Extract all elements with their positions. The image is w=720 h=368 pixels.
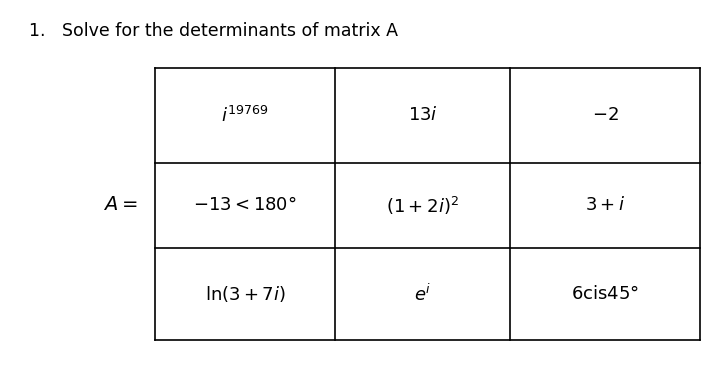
Text: $-2$: $-2$ — [592, 106, 618, 124]
Text: $\ln(3+7i)$: $\ln(3+7i)$ — [204, 284, 285, 304]
Text: $-13 < 180°$: $-13 < 180°$ — [193, 197, 297, 215]
Text: $i^{19769}$: $i^{19769}$ — [221, 106, 269, 125]
Text: $A=$: $A=$ — [103, 195, 138, 215]
Text: $(1+2i)^2$: $(1+2i)^2$ — [386, 194, 459, 216]
Text: $6\mathrm{cis}45°$: $6\mathrm{cis}45°$ — [571, 285, 639, 303]
Text: $3+i$: $3+i$ — [585, 197, 625, 215]
Text: $e^{i}$: $e^{i}$ — [414, 283, 431, 305]
Text: 1.   Solve for the determinants of matrix A: 1. Solve for the determinants of matrix … — [29, 22, 397, 40]
Text: $13i$: $13i$ — [408, 106, 438, 124]
